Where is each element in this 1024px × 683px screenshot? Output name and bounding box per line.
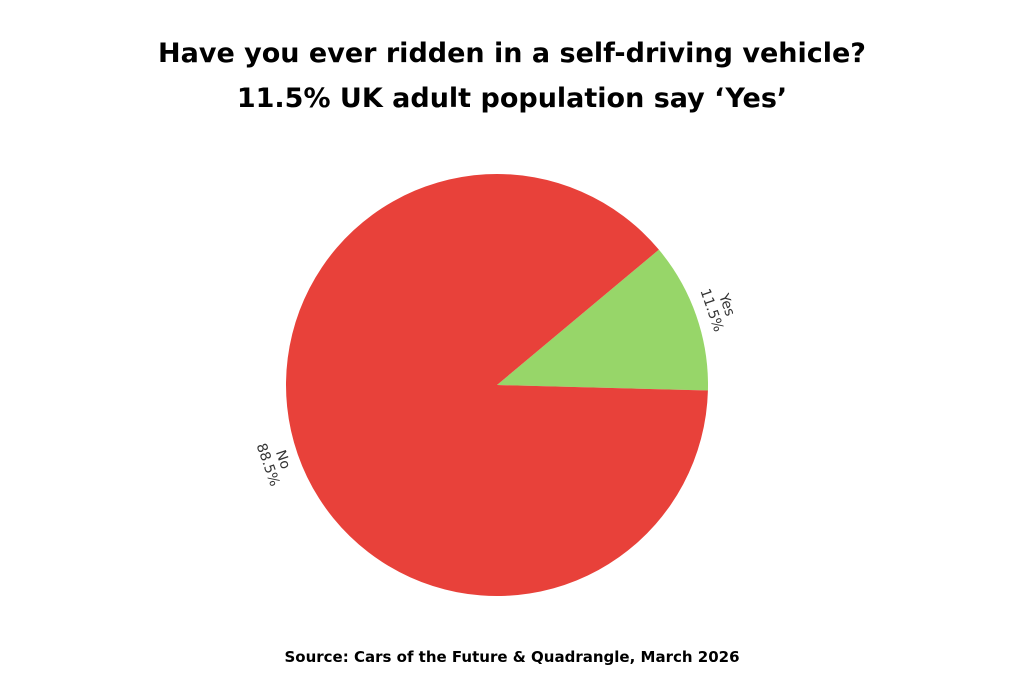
pie-slice: [497, 249, 708, 391]
pie-slice: [286, 174, 708, 597]
source: Source: Cars of the Future & Quadrangle,…: [284, 648, 739, 666]
slice-category: No: [272, 448, 293, 471]
slice-category: Yes: [715, 291, 738, 319]
chart-subtitle: 11.5% UK adult population say ‘Yes’: [237, 83, 787, 114]
chart-title: Have you ever ridden in a self-driving v…: [158, 38, 866, 69]
